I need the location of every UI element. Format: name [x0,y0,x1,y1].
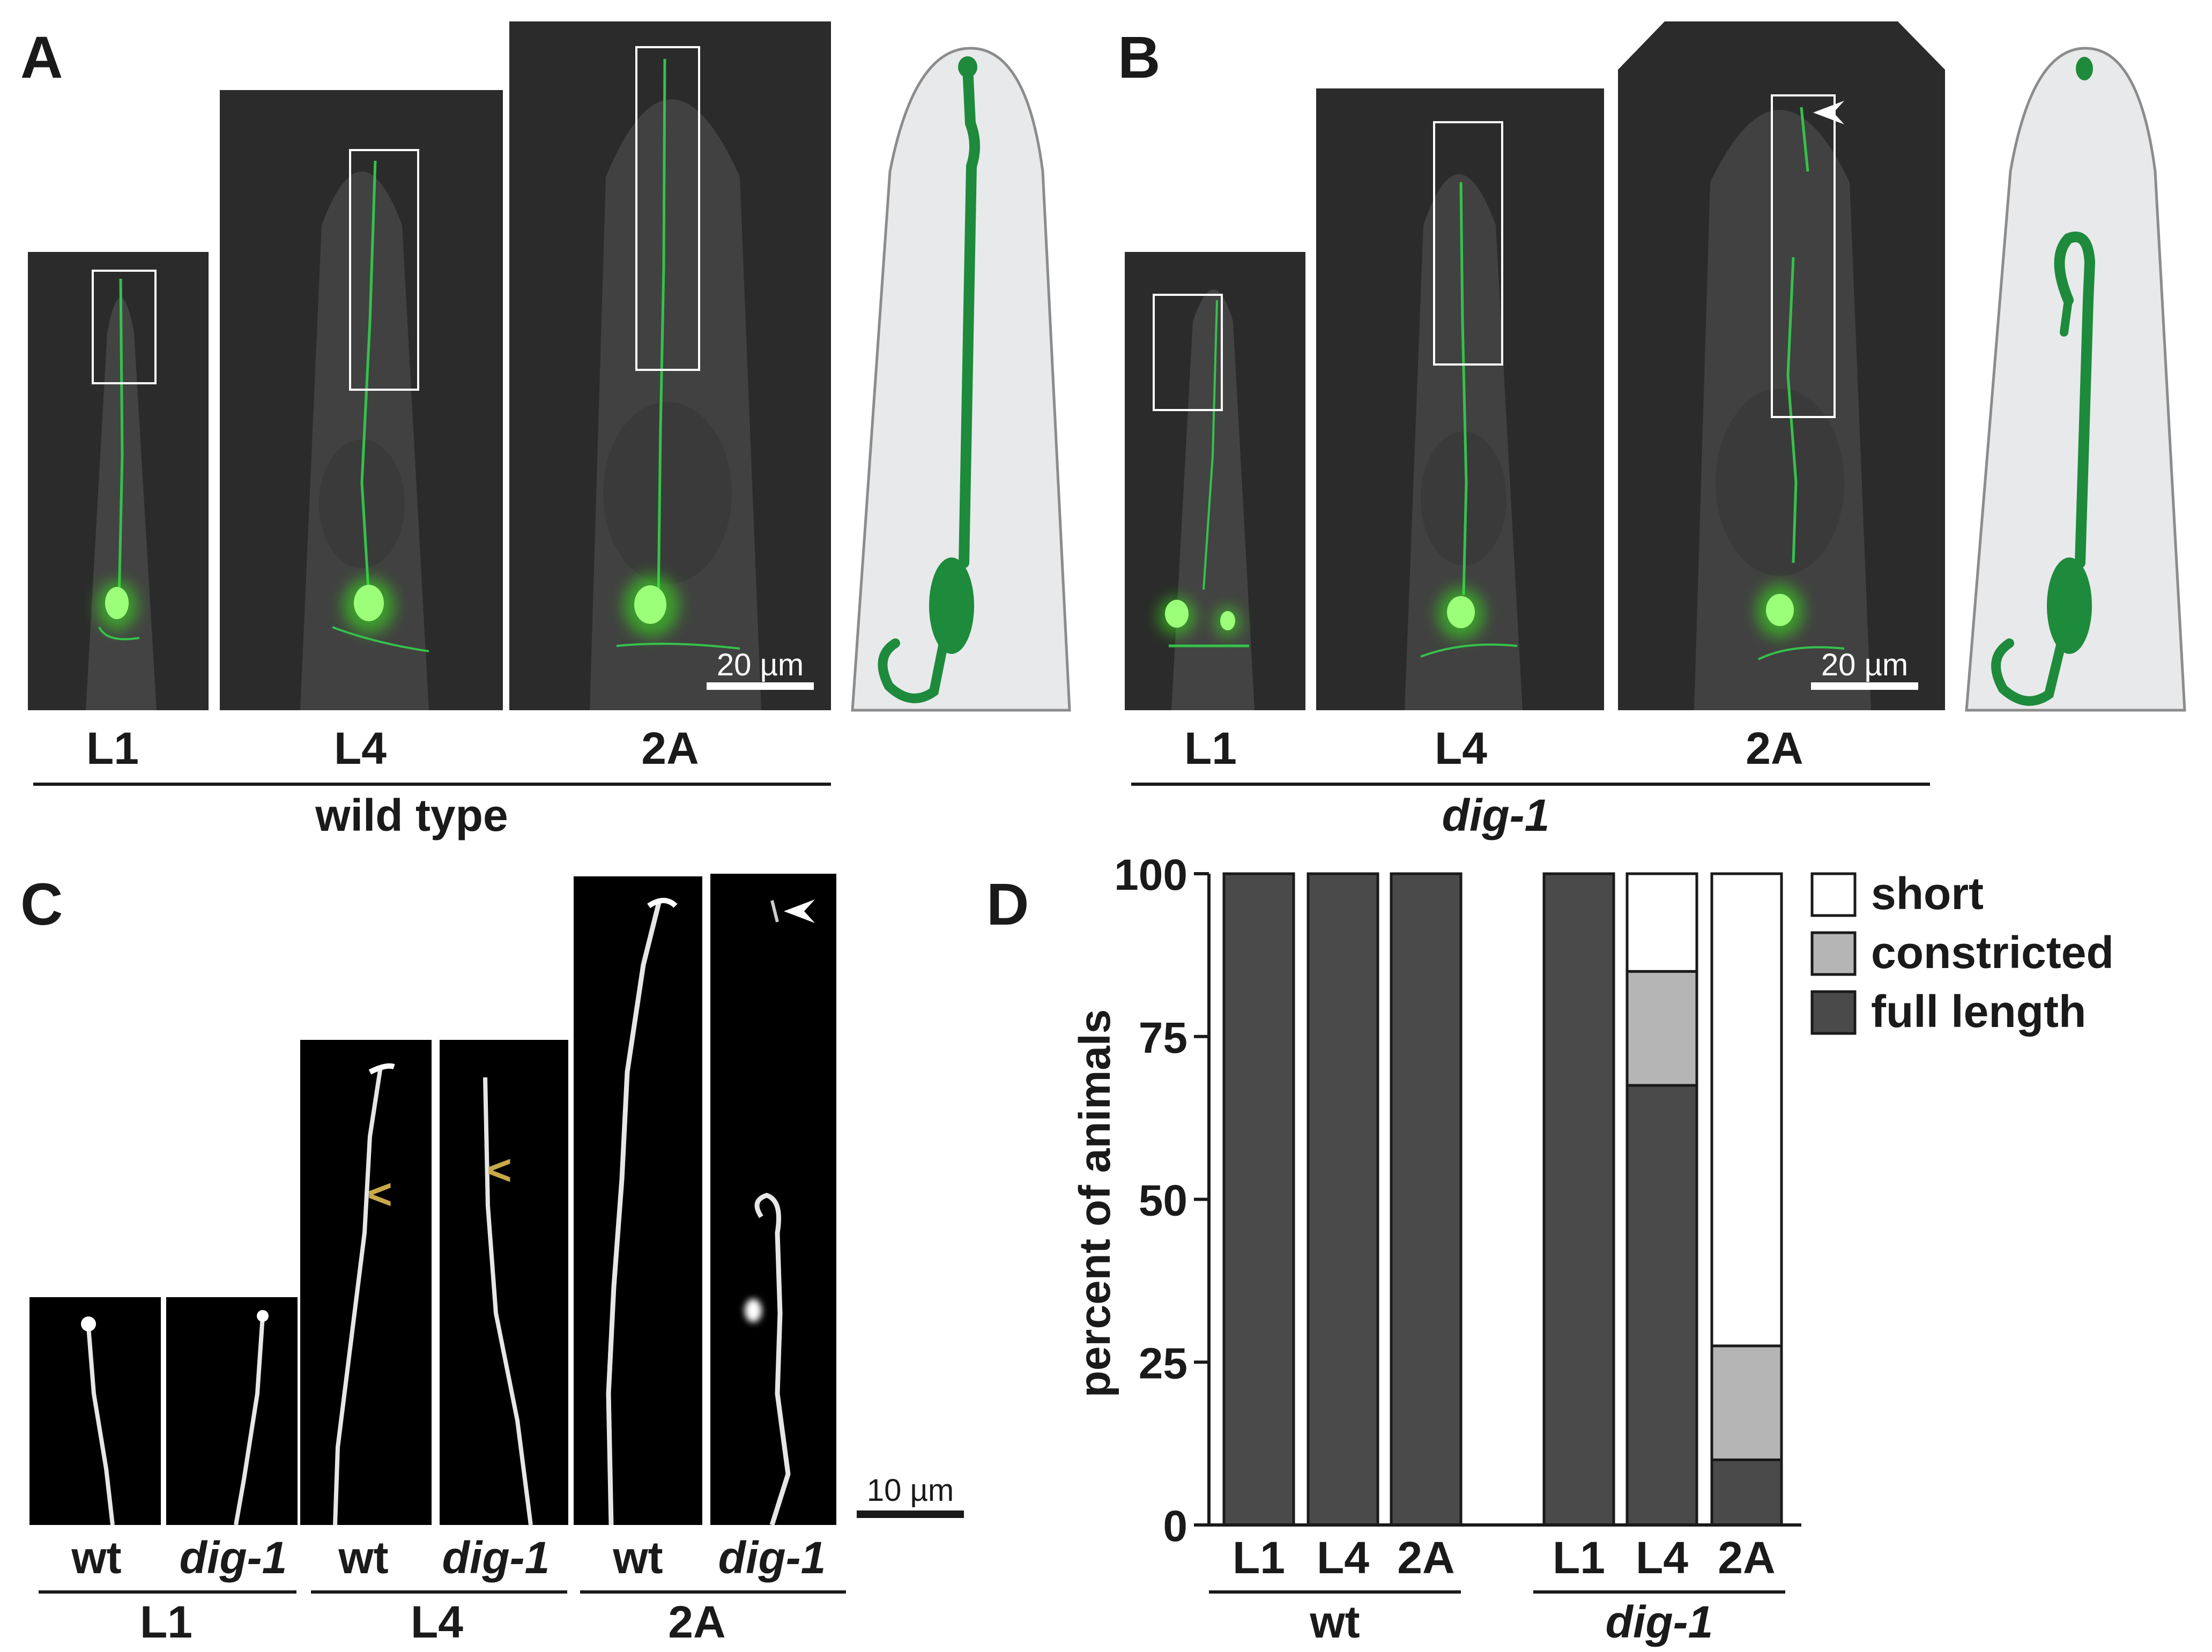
chart-group-label-wt: wt [1309,1597,1360,1647]
panel-a: A [20,21,1071,840]
legend-label-full-length: full length [1871,986,2086,1037]
bar-segment-full-length-5 [1625,1084,1698,1527]
panel-c-caret-wt-l4-icon: < [367,1170,392,1218]
panel-a-micrograph-2a: 20 µm [509,21,831,710]
panel-b-scalebar [1811,682,1918,690]
panel-d-letter: D [986,872,1029,937]
panel-a-schematic [851,47,1071,712]
panel-a-micrograph-l1 [28,252,209,710]
panel-a-l4-roi-box [349,149,419,391]
bar-segment-constricted-5 [1625,970,1698,1087]
chart-x-tick-label-1: L1 [1233,1532,1285,1583]
panel-b-l4-roi-box [1433,121,1503,366]
legend-label-short: short [1871,868,1984,919]
legend-label-constricted: constricted [1871,927,2114,978]
panel-c-image-dig1-l4: < [440,1040,568,1526]
panel-d: D percent of animals 0 25 50 75 100 L1 L4 2A L1 L… [986,851,2114,1647]
panel-c-col-label-2: dig-1 [180,1532,287,1583]
chart-x-tick-label-3: 2A [1397,1532,1454,1583]
panel-c: C < < [20,872,964,1647]
panel-c-col-label-3: wt [338,1532,388,1583]
panel-b-stage-l1: L1 [1184,723,1237,773]
panel-a-stage-l1: L1 [86,723,139,773]
panel-c-arrowhead-icon [784,899,815,923]
bar-segment-full-length-6 [1710,1458,1783,1527]
panel-c-image-dig1-l1 [166,1297,298,1526]
chart-bars [1222,872,1783,1527]
panel-a-stage-2a: 2A [641,723,699,773]
panel-a-scalebar-label: 20 µm [717,648,804,682]
panel-c-stage-2a: 2A [668,1597,725,1647]
panel-b-letter: B [1118,25,1160,91]
panel-c-col-label-4: dig-1 [442,1532,550,1583]
bar-segment-full-length-2 [1307,872,1379,1527]
bar-segment-full-length-1 [1222,872,1295,1527]
panel-c-image-wt-2a [574,876,702,1526]
bar-segment-full-length-4 [1542,872,1615,1527]
chart-x-tick-label-6: 2A [1718,1532,1775,1583]
panel-c-letter: C [20,872,63,937]
panel-b-scalebar-label: 20 µm [1821,648,1908,682]
panel-c-stage-l4: L4 [411,1597,463,1647]
panel-c-image-wt-l1 [29,1297,161,1526]
panel-c-caret-dig1-l4-icon: < [487,1146,512,1194]
panel-c-scalebar [857,1510,964,1518]
panel-b-group-label: dig-1 [1442,790,1550,840]
panel-c-scalebar-label: 10 µm [867,1473,954,1508]
chart-x-tick-label-5: L4 [1636,1532,1688,1583]
panel-a-group-label: wild type [315,790,508,840]
panel-b-stage-2a: 2A [1746,723,1803,773]
chart-y-tick-label-25: 25 [1139,1339,1187,1388]
panel-a-scalebar [707,682,814,690]
chart-group-label-dig1: dig-1 [1606,1597,1713,1647]
bar-segment-full-length-3 [1390,872,1463,1527]
chart-y-tick-label-75: 75 [1139,1014,1187,1062]
panel-b-l1-roi-box [1153,294,1223,411]
panel-b-stage-l4: L4 [1435,723,1487,773]
chart-y-tick-label-50: 50 [1139,1177,1187,1225]
panel-b-micrograph-2a: 20 µm [1618,21,1945,710]
panel-b: B [1118,21,2186,840]
legend-swatch-full-length [1810,990,1857,1035]
panel-a-2a-roi-box [635,46,700,371]
panel-a-micrograph-l4 [220,90,503,710]
panel-a-letter: A [20,25,63,91]
chart-legend: short constricted full length [1810,868,2114,1037]
legend-swatch-short [1810,872,1857,917]
panel-c-col-label-5: wt [612,1532,663,1583]
panel-b-micrograph-l1 [1125,252,1305,710]
panel-c-stage-l1: L1 [140,1597,192,1647]
chart-y-tick-label-100: 100 [1114,851,1187,899]
bar-segment-constricted-6 [1710,1344,1783,1461]
chart-x-tick-label-4: L1 [1553,1532,1605,1583]
panel-c-image-dig1-2a [710,874,836,1526]
panel-a-l1-roi-box [92,270,157,384]
panel-b-schematic [1965,47,2186,712]
panel-b-micrograph-l4 [1316,88,1604,710]
legend-swatch-constricted [1810,931,1857,976]
chart-y-tick-label-0: 0 [1163,1502,1187,1551]
panel-c-image-wt-l4: < [300,1040,432,1526]
chart-y-axis-label: percent of animals [1071,1009,1119,1398]
bar-segment-short-5 [1625,872,1698,973]
panel-c-col-label-6: dig-1 [718,1532,826,1583]
panel-b-arrowhead-icon [1813,101,1844,124]
chart-x-tick-label-2: L4 [1317,1532,1369,1583]
panel-c-col-label-1: wt [71,1532,121,1583]
panel-a-stage-l4: L4 [334,723,387,773]
panel-b-2a-roi-box [1771,94,1836,418]
bar-segment-short-6 [1710,872,1783,1348]
chart-axes: 0 25 50 75 100 L1 L4 2A L1 L4 2A [1114,851,1801,1583]
